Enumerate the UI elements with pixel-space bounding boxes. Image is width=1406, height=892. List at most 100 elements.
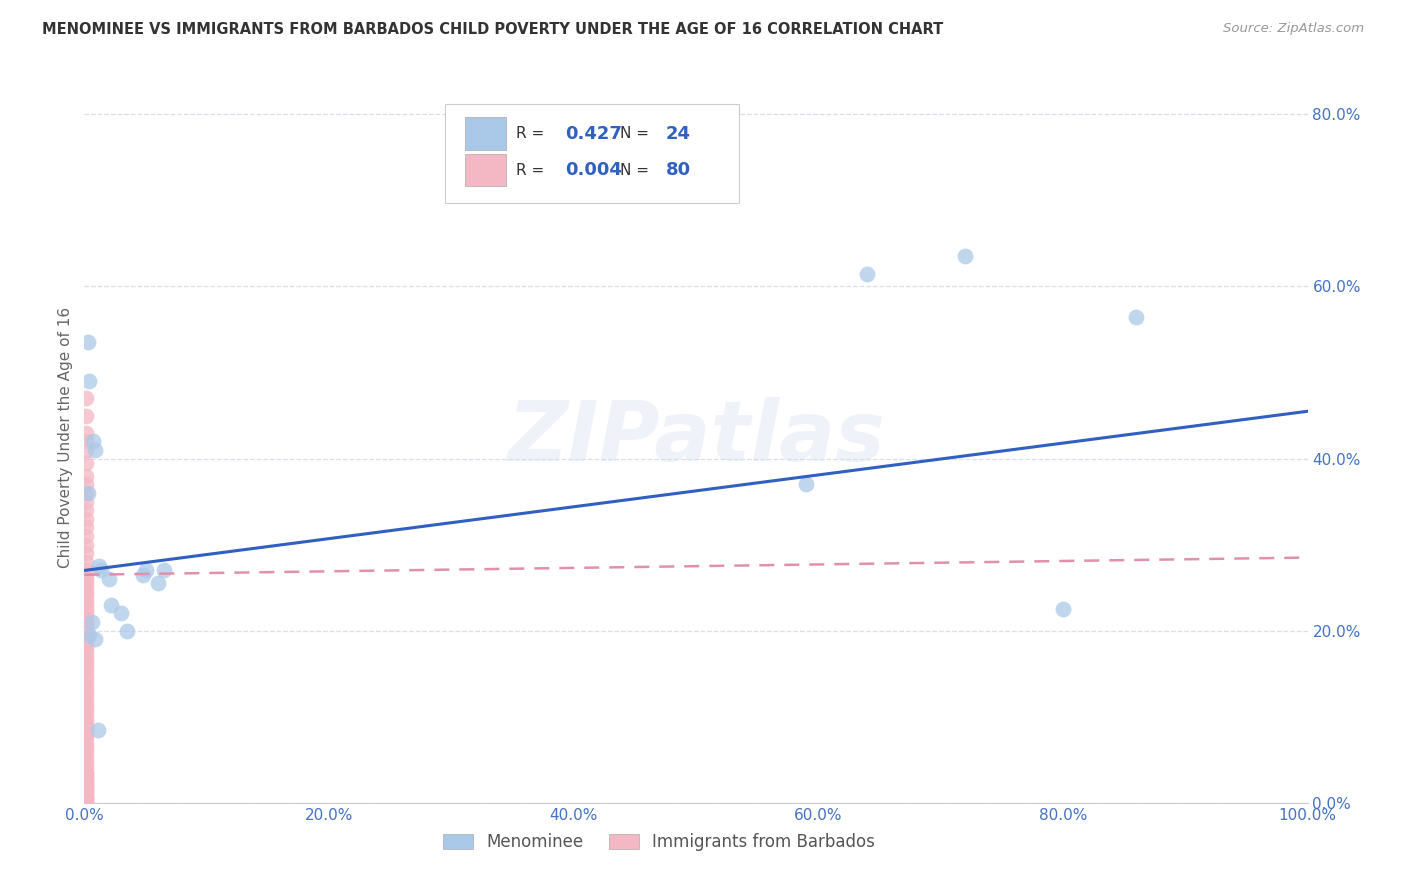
Point — [97, 572, 120, 586]
FancyBboxPatch shape — [465, 154, 506, 186]
Point — [75, 770, 97, 784]
Point — [953, 249, 976, 263]
Point — [75, 688, 97, 702]
Text: 0.427: 0.427 — [565, 125, 621, 143]
Point — [75, 442, 97, 457]
Point — [75, 796, 97, 810]
Point — [75, 767, 97, 781]
Point — [75, 697, 97, 711]
Point — [75, 598, 97, 612]
Text: 0.004: 0.004 — [565, 161, 621, 179]
Point — [75, 564, 97, 578]
Point — [75, 645, 97, 659]
Point — [75, 477, 97, 491]
Point — [75, 739, 97, 754]
Point — [84, 632, 107, 647]
Point — [75, 468, 97, 483]
Point — [77, 628, 100, 642]
Point — [75, 785, 97, 799]
Text: R =: R = — [516, 162, 550, 178]
Point — [75, 748, 97, 763]
Point — [82, 434, 104, 449]
Point — [75, 649, 97, 664]
Point — [794, 477, 817, 491]
Point — [75, 512, 97, 526]
Point — [75, 675, 97, 690]
Point — [75, 581, 97, 595]
Point — [75, 425, 97, 440]
Point — [75, 546, 97, 560]
Point — [75, 723, 97, 737]
Point — [75, 593, 97, 607]
Point — [75, 671, 97, 685]
Point — [75, 572, 97, 586]
Point — [77, 486, 100, 500]
Point — [75, 761, 97, 775]
Point — [75, 714, 97, 728]
Point — [75, 589, 97, 603]
Point — [75, 791, 97, 805]
Point — [75, 640, 97, 655]
Point — [75, 529, 97, 543]
Point — [75, 567, 97, 582]
Point — [75, 794, 97, 808]
Point — [75, 753, 97, 767]
Point — [75, 662, 97, 676]
Point — [75, 494, 97, 508]
Point — [75, 555, 97, 569]
Text: MENOMINEE VS IMMIGRANTS FROM BARBADOS CHILD POVERTY UNDER THE AGE OF 16 CORRELAT: MENOMINEE VS IMMIGRANTS FROM BARBADOS CH… — [42, 22, 943, 37]
Point — [135, 564, 157, 578]
Legend: Menominee, Immigrants from Barbados: Menominee, Immigrants from Barbados — [437, 826, 882, 858]
Point — [75, 783, 97, 797]
Point — [75, 765, 97, 780]
Point — [75, 780, 97, 795]
Point — [110, 607, 132, 621]
Point — [75, 701, 97, 715]
Y-axis label: Child Poverty Under the Age of 16: Child Poverty Under the Age of 16 — [58, 307, 73, 567]
Point — [75, 615, 97, 629]
Point — [75, 684, 97, 698]
Point — [84, 442, 107, 457]
Point — [75, 744, 97, 758]
Point — [75, 731, 97, 746]
FancyBboxPatch shape — [446, 104, 738, 203]
Point — [1125, 310, 1147, 324]
Point — [75, 692, 97, 706]
Point — [75, 654, 97, 668]
Point — [100, 598, 122, 612]
Point — [75, 777, 97, 791]
Point — [80, 615, 103, 629]
Point — [87, 559, 110, 574]
Point — [75, 520, 97, 534]
Text: R =: R = — [516, 126, 550, 141]
Point — [75, 538, 97, 552]
Text: ZIPatlas: ZIPatlas — [508, 397, 884, 477]
Point — [75, 787, 97, 801]
Point — [75, 576, 97, 591]
Point — [75, 624, 97, 638]
Point — [153, 564, 176, 578]
Text: 80: 80 — [665, 161, 690, 179]
Point — [75, 774, 97, 789]
Text: N =: N = — [620, 162, 654, 178]
Point — [856, 267, 879, 281]
Point — [75, 735, 97, 749]
Point — [75, 710, 97, 724]
Text: N =: N = — [620, 126, 654, 141]
Point — [75, 706, 97, 720]
Point — [75, 666, 97, 681]
Point — [90, 564, 112, 578]
Point — [75, 456, 97, 470]
Point — [75, 619, 97, 633]
Point — [75, 727, 97, 741]
Point — [75, 392, 97, 406]
Point — [132, 567, 155, 582]
Point — [75, 757, 97, 772]
Point — [87, 723, 110, 737]
Point — [77, 335, 100, 350]
Point — [75, 658, 97, 673]
Point — [75, 409, 97, 423]
Point — [115, 624, 138, 638]
Text: 24: 24 — [665, 125, 690, 143]
Point — [75, 789, 97, 804]
